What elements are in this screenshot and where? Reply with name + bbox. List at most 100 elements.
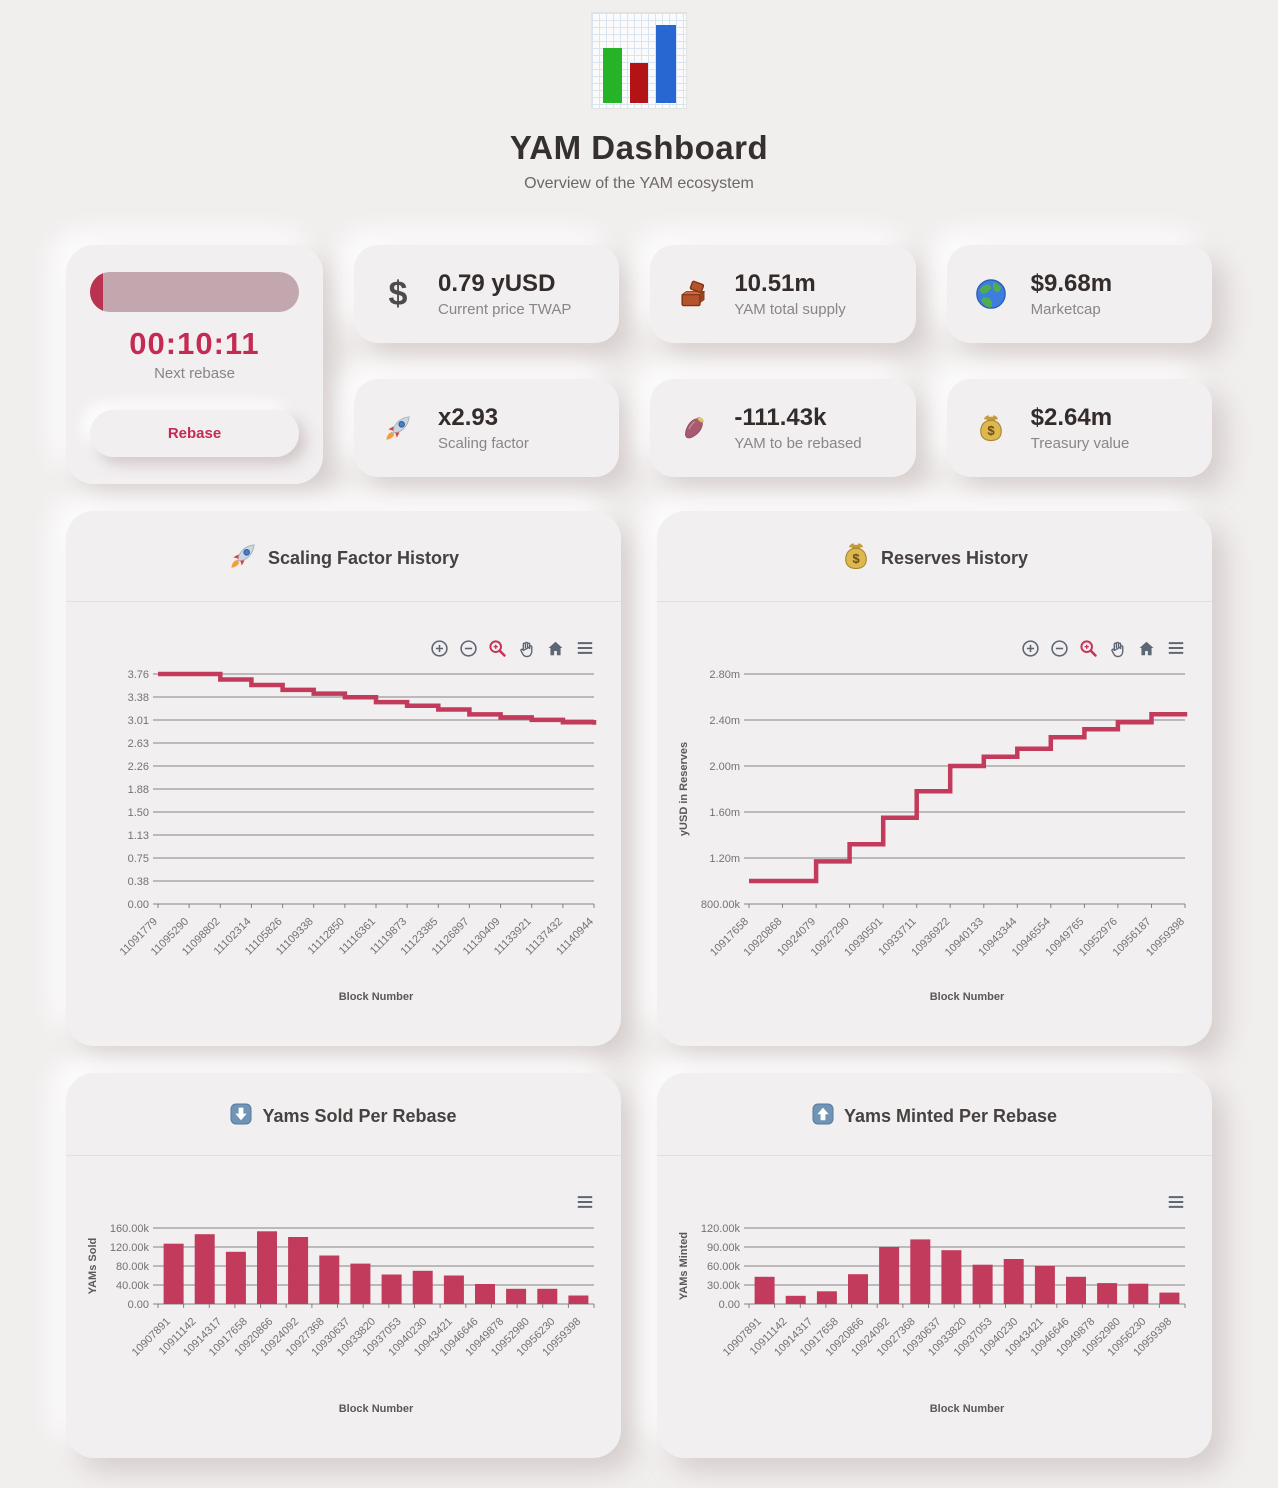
svg-text:120.00k: 120.00k (109, 1242, 149, 1254)
svg-text:30.00k: 30.00k (706, 1280, 740, 1292)
menu-icon[interactable] (1166, 1192, 1186, 1212)
rocket-icon (378, 413, 418, 443)
svg-text:3.76: 3.76 (127, 669, 148, 681)
stats-grid: 00:10:11 Next rebase Rebase $ 0.79 yUSD … (66, 245, 1212, 484)
chart-toolbar (657, 602, 1212, 662)
stat-card-price: $ 0.79 yUSD Current price TWAP (354, 245, 620, 343)
page-title: YAM Dashboard (509, 129, 769, 166)
rebase-button[interactable]: Rebase (90, 410, 299, 457)
svg-text:0.00: 0.00 (718, 1299, 739, 1311)
chart-toolbar (66, 1156, 621, 1216)
svg-text:Block Number: Block Number (338, 1403, 413, 1415)
svg-text:0.38: 0.38 (127, 876, 148, 888)
rebase-charts-row: Yams Sold Per Rebase 160.00k 120.00k 80.00… (66, 1073, 1212, 1458)
stat-label: Scaling factor (438, 434, 529, 452)
stat-value: 10.51m (734, 270, 816, 297)
history-charts-row: Scaling Factor History 3.76 3.38 3.01 2.63 2… (66, 511, 1212, 1046)
rebase-timer-card: 00:10:11 Next rebase Rebase (66, 245, 323, 484)
stat-card-marketcap: $9.68m Marketcap (946, 245, 1212, 343)
svg-text:Block Number: Block Number (338, 991, 413, 1003)
chart-canvas-reserves-history[interactable]: 2.80m2.40m2.00m1.60m1.20m800.00k10917658… (673, 662, 1197, 1018)
home-icon[interactable] (546, 639, 565, 658)
chart-card-scaling-history: Scaling Factor History 3.76 3.38 3.01 2.63 2… (66, 511, 621, 1046)
svg-text:3.01: 3.01 (127, 715, 148, 727)
svg-text:$: $ (987, 423, 995, 438)
chart-title-scaling-history: Scaling Factor History (66, 511, 621, 601)
pan-icon[interactable] (1108, 639, 1127, 658)
divider (66, 1155, 621, 1156)
stat-card-yam-to-rebase: -111.43k YAM to be rebased (650, 378, 916, 477)
svg-text:3.38: 3.38 (127, 692, 148, 704)
chart-canvas-scaling-history[interactable]: 3.76 3.38 3.01 2.63 2.26 1.88 1.50 1.13 0.75 0.38… (82, 662, 606, 1018)
stat-label: Current price TWAP (438, 301, 572, 318)
dollar-icon: $ (388, 275, 408, 313)
svg-text:YAMs Minted: YAMs Minted (678, 1232, 690, 1300)
yam-icon (674, 411, 714, 445)
stat-card-total-supply: 10.51m YAM total supply (650, 245, 916, 343)
stat-value: $9.68m (1030, 270, 1113, 297)
svg-text:YAMs Sold: YAMs Sold (87, 1238, 99, 1294)
chart-toolbar (657, 1156, 1212, 1216)
logo-bar-blue (656, 25, 676, 103)
chart-canvas-yams-sold[interactable]: 160.00k120.00k80.00k40.00k0.001090789110… (82, 1216, 606, 1430)
stat-value: $2.64m (1030, 403, 1113, 431)
svg-text:40.00k: 40.00k (115, 1280, 149, 1292)
divider (657, 601, 1212, 602)
menu-icon[interactable] (575, 1192, 595, 1212)
zoom-in-icon[interactable] (430, 639, 449, 658)
chart-title-yams-minted: Yams Minted Per Rebase (657, 1073, 1212, 1155)
home-icon[interactable] (1137, 639, 1156, 658)
svg-text:800.00k: 800.00k (700, 899, 740, 911)
rebase-countdown-label: Next rebase (154, 365, 235, 382)
chart-area-yams-sold[interactable]: 160.00k 120.00k 80.00k 40.00k 0.00 10907891 10… (66, 1216, 621, 1430)
svg-text:2.00m: 2.00m (709, 761, 740, 773)
stat-card-treasury: $ $2.64m Treasury value (946, 378, 1212, 477)
svg-text:60.00k: 60.00k (706, 1261, 740, 1273)
logo-bar-red (630, 63, 648, 103)
zoom-out-icon[interactable] (459, 639, 478, 658)
box-zoom-icon[interactable] (488, 639, 507, 658)
svg-text:1.60m: 1.60m (709, 807, 740, 819)
menu-icon[interactable] (1166, 638, 1186, 658)
pan-icon[interactable] (517, 639, 536, 658)
svg-text:2.63: 2.63 (127, 738, 148, 750)
chart-card-reserves-history: $ Reserves History 2.80m 2.40m 2.00m 1.60m 1… (657, 511, 1212, 1046)
rebase-progress-fill (90, 272, 103, 312)
rebase-countdown: 00:10:11 (129, 326, 260, 361)
svg-text:160.00k: 160.00k (109, 1223, 149, 1235)
rocket-icon (228, 541, 258, 576)
chart-canvas-yams-minted[interactable]: 120.00k90.00k60.00k30.00k0.0010907891109… (673, 1216, 1197, 1430)
chart-area-yams-minted[interactable]: 120.00k 90.00k 60.00k 30.00k 0.00 10907891 109… (657, 1216, 1212, 1430)
moneybag-icon: $ (971, 413, 1011, 443)
menu-icon[interactable] (575, 638, 595, 658)
chart-title-reserves-history: $ Reserves History (657, 511, 1212, 601)
bar-chart-logo-icon (591, 12, 687, 109)
page-subtitle: Overview of the YAM ecosystem (524, 175, 754, 192)
svg-text:0.75: 0.75 (127, 853, 148, 865)
svg-text:2.80m: 2.80m (709, 669, 740, 681)
chart-area-scaling-history[interactable]: 3.76 3.38 3.01 2.63 2.26 1.88 1.50 1.13 0.75 0.38… (66, 662, 621, 1018)
svg-text:120.00k: 120.00k (700, 1223, 740, 1235)
svg-text:yUSD in Reserves: yUSD in Reserves (678, 742, 690, 836)
chart-area-reserves-history[interactable]: 2.80m 2.40m 2.00m 1.60m 1.20m 800.00k 10917658… (657, 662, 1212, 1018)
stat-label: Marketcap (1030, 301, 1101, 318)
box-zoom-icon[interactable] (1079, 639, 1098, 658)
svg-text:0.00: 0.00 (127, 1299, 148, 1311)
zoom-in-icon[interactable] (1021, 639, 1040, 658)
zoom-out-icon[interactable] (1050, 639, 1069, 658)
svg-text:80.00k: 80.00k (115, 1261, 149, 1273)
arrow-down-icon (230, 1103, 252, 1130)
svg-text:0.00: 0.00 (127, 899, 148, 911)
svg-text:Block Number: Block Number (929, 1403, 1004, 1415)
svg-text:2.40m: 2.40m (709, 715, 740, 727)
divider (657, 1155, 1212, 1156)
chart-card-yams-sold: Yams Sold Per Rebase 160.00k 120.00k 80.00… (66, 1073, 621, 1458)
page-header: YAM Dashboard Overview of the YAM ecosys… (0, 0, 1278, 193)
chart-toolbar (66, 602, 621, 662)
stat-value: x2.93 (438, 403, 499, 431)
svg-text:Block Number: Block Number (929, 991, 1004, 1003)
stat-label: YAM total supply (734, 301, 846, 318)
stat-label: YAM to be rebased (734, 434, 862, 452)
divider (66, 601, 621, 602)
stat-card-scaling-factor: x2.93 Scaling factor (354, 378, 620, 477)
